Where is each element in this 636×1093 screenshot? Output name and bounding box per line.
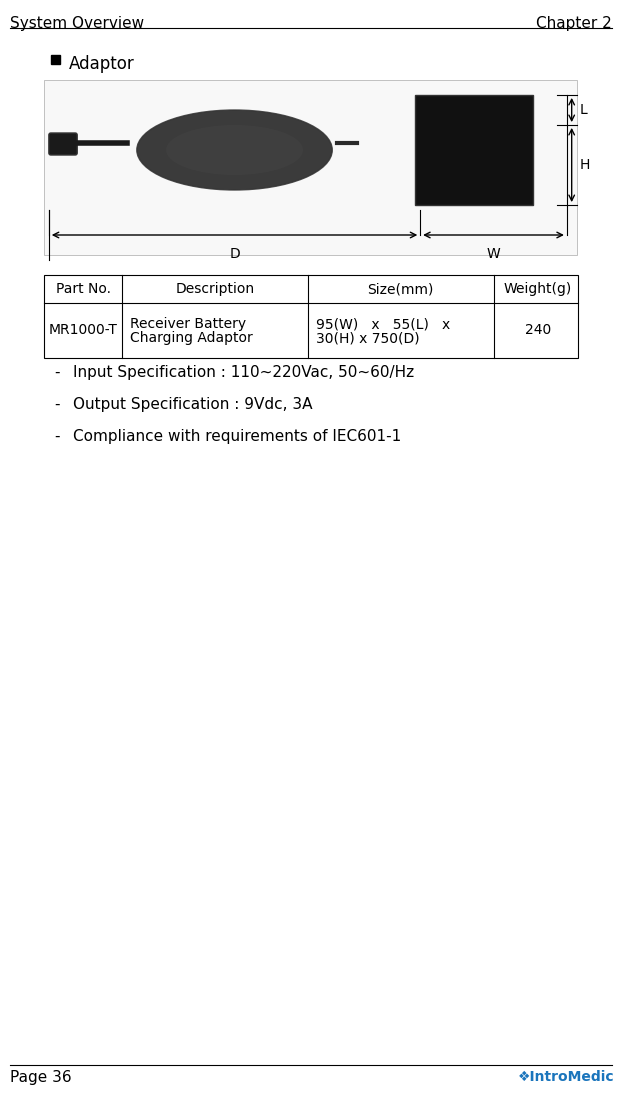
Ellipse shape [166,125,303,175]
Text: L: L [579,103,587,117]
Text: Input Specification : 110~220Vac, 50~60/Hz: Input Specification : 110~220Vac, 50~60/… [73,365,415,380]
Text: Part No.: Part No. [55,282,111,296]
Bar [415,95,532,205]
Bar [44,275,577,359]
Text: -: - [54,397,59,412]
Text: MR1000-T: MR1000-T [48,324,118,337]
Text: ❖IntroMedic: ❖IntroMedic [518,1070,614,1084]
Text: Size(mm): Size(mm) [368,282,434,296]
Text: D: D [229,247,240,261]
Text: Receiver Battery: Receiver Battery [130,317,246,331]
Text: Description: Description [176,282,254,296]
Text: 95(W)   x   55(L)   x: 95(W) x 55(L) x [315,317,450,331]
Text: Adaptor: Adaptor [69,55,134,73]
Text: Weight(g): Weight(g) [504,282,572,296]
Text: Page 36: Page 36 [10,1070,71,1085]
Ellipse shape [137,110,332,190]
Text: Compliance with requirements of IEC601-1: Compliance with requirements of IEC601-1 [73,428,401,444]
Text: -: - [54,365,59,380]
Bar [44,80,577,255]
Text: 30(H) x 750(D): 30(H) x 750(D) [315,331,419,345]
Text: Output Specification : 9Vdc, 3A: Output Specification : 9Vdc, 3A [73,397,313,412]
Text: Chapter 2: Chapter 2 [536,16,612,31]
Text: Charging Adaptor: Charging Adaptor [130,331,252,345]
Text: -: - [54,428,59,444]
Text: W: W [487,247,501,261]
Text: 240: 240 [525,324,551,337]
FancyBboxPatch shape [49,133,77,155]
Text: System Overview: System Overview [10,16,144,31]
Bar [51,55,60,64]
Text: H: H [579,158,590,172]
